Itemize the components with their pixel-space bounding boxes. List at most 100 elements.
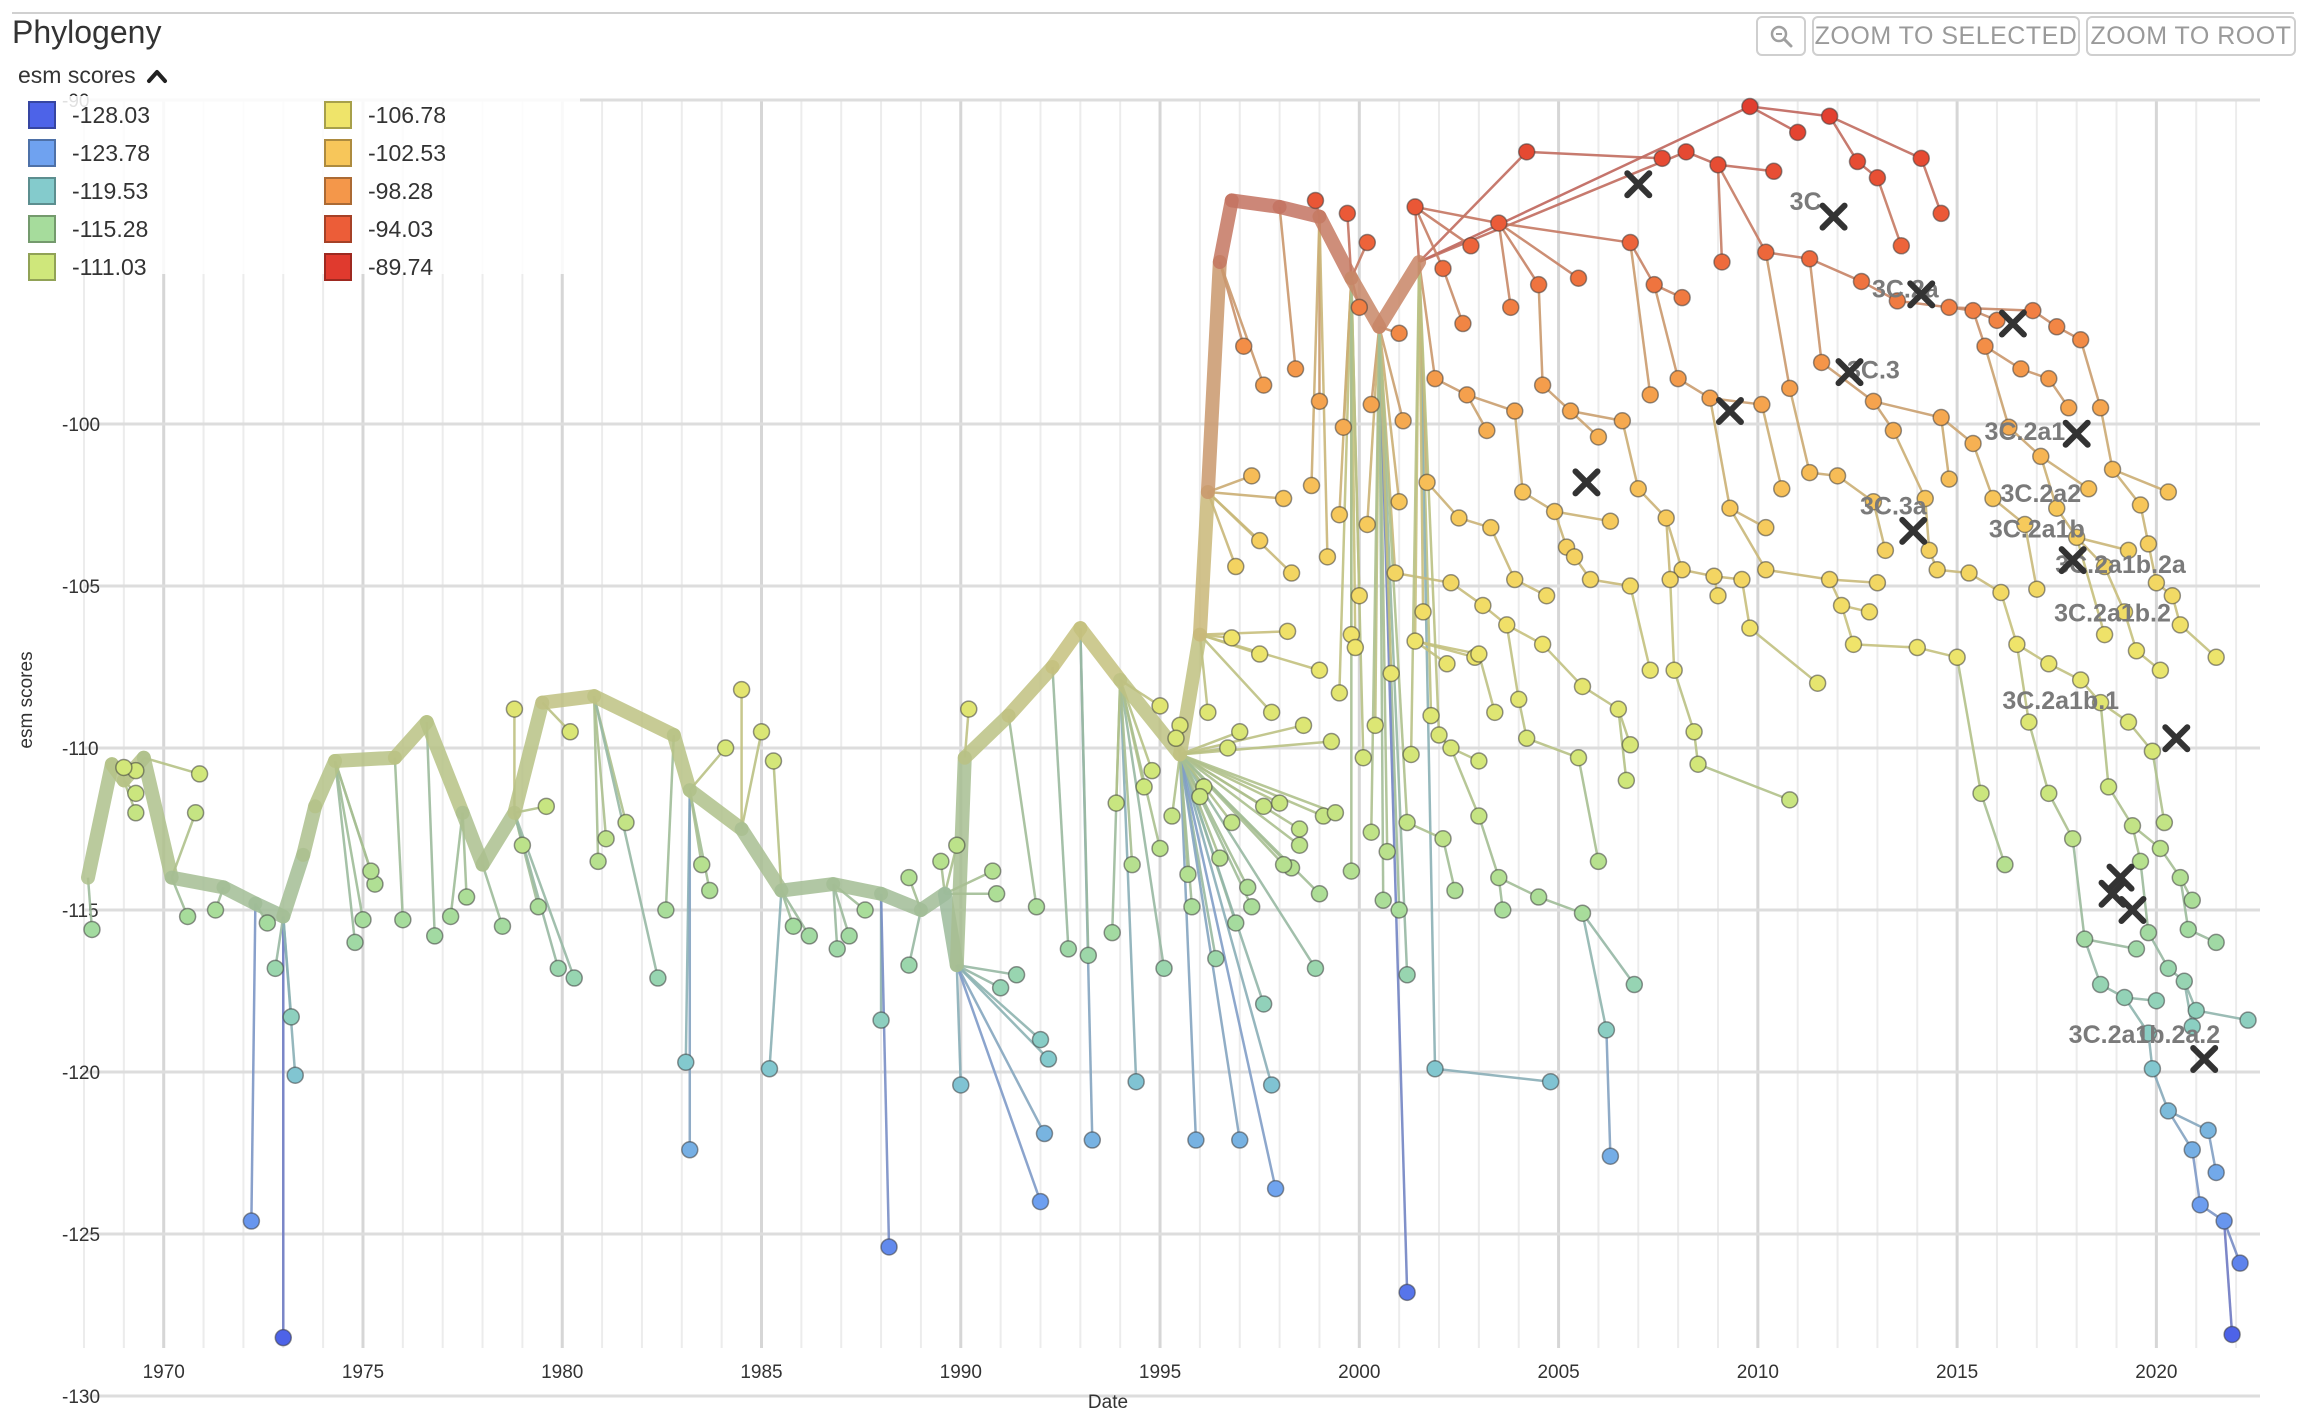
branch <box>1664 517 1672 580</box>
tip-node <box>1286 360 1305 378</box>
tip-node <box>1179 865 1197 884</box>
branch <box>1118 679 1162 849</box>
tip-node <box>2103 460 2122 479</box>
legend-swatch <box>324 177 352 205</box>
branch <box>1409 261 1421 755</box>
tip-node <box>1928 561 1946 579</box>
tip-node <box>362 862 380 880</box>
branch <box>1971 443 1995 499</box>
branch <box>1218 261 1265 386</box>
branch <box>1179 753 1301 847</box>
branch <box>1179 740 1332 756</box>
branch <box>1697 763 1791 802</box>
branch <box>1820 361 1875 403</box>
tip-node <box>2231 1254 2249 1272</box>
tip-node <box>1219 739 1237 757</box>
tip-node <box>1490 868 1508 887</box>
branch <box>1708 397 1732 509</box>
branch <box>1179 730 1241 756</box>
branch <box>1051 666 1070 949</box>
tip-node <box>959 700 978 718</box>
tip-node <box>190 765 209 783</box>
tip-node <box>549 959 568 978</box>
tip-node <box>1916 489 1934 508</box>
branch <box>592 696 600 862</box>
branch <box>1764 252 1791 389</box>
trunk-segment <box>1045 621 1088 674</box>
branch <box>955 964 1042 1041</box>
branch <box>1441 838 1457 891</box>
tip-node <box>1434 259 1452 278</box>
trunk-segment <box>328 750 402 768</box>
x-tick-label: 1990 <box>940 1362 982 1383</box>
tip-node <box>1517 143 1536 161</box>
branch <box>2015 644 2031 723</box>
tip-node <box>1601 512 1620 530</box>
clade-cross-marker <box>2062 419 2091 448</box>
tip-node <box>1569 269 1588 287</box>
branch <box>1653 284 1680 379</box>
cross-stroke <box>1899 516 1928 545</box>
tip-node <box>2123 817 2142 835</box>
zoom-to-selected-button[interactable]: ZOOM TO SELECTED <box>1812 16 2080 56</box>
x-tick-label: 1985 <box>740 1362 782 1383</box>
cross-stroke <box>1715 397 1744 426</box>
branch <box>1417 261 1425 612</box>
legend-item: -106.78 <box>324 101 446 129</box>
tip-node <box>1513 483 1532 501</box>
clade-label: 3C.2a1b <box>1989 515 2085 543</box>
tip-node <box>1290 836 1309 854</box>
page-title: Phylogeny <box>12 14 162 50</box>
branch <box>282 916 297 1076</box>
tip-node <box>186 804 205 822</box>
tip-node <box>2127 940 2146 958</box>
branch <box>1605 1029 1612 1157</box>
tip-node <box>2183 891 2201 910</box>
legend-label: -123.78 <box>72 139 151 166</box>
branch <box>1920 157 1943 214</box>
trunk-segment <box>1001 660 1060 723</box>
tip-node <box>1234 337 1253 355</box>
tip-node <box>1609 700 1628 718</box>
tip-node <box>1852 272 1871 291</box>
branch <box>1414 205 1500 225</box>
branch <box>1829 115 1922 160</box>
branch <box>1178 753 1249 888</box>
zoom-icon-button[interactable] <box>1756 16 1806 56</box>
branch <box>1760 404 1783 490</box>
zoom-to-root-button[interactable]: ZOOM TO ROOT <box>2086 16 2296 56</box>
tip-node <box>2139 923 2158 942</box>
tip-node <box>457 888 476 906</box>
y-tick-label: -130 <box>62 1387 100 1408</box>
legend-label: -111.03 <box>72 253 147 280</box>
tip-node <box>1940 298 1958 317</box>
clade-label: 3C.2a1b.2a.2 <box>2069 1021 2221 1049</box>
tip-node <box>1350 586 1369 605</box>
tip-node <box>1310 661 1329 679</box>
legend-swatch <box>28 139 56 167</box>
tip-node <box>2187 1001 2205 1020</box>
tip-node <box>2199 1121 2217 1140</box>
branch <box>1717 163 1774 173</box>
legend-toggle[interactable]: esm scores <box>18 62 168 89</box>
tip-node <box>1976 337 1994 355</box>
branch <box>1413 206 1445 269</box>
legend-label: -94.03 <box>368 215 434 242</box>
tip-node <box>2163 586 2182 605</box>
tip-node <box>1589 428 1608 446</box>
branch <box>1414 205 1472 247</box>
branch <box>1441 268 1465 324</box>
tip-node <box>2151 839 2170 858</box>
legend-item: -119.53 <box>28 177 148 205</box>
tip-node <box>2147 991 2166 1010</box>
legend-swatch <box>28 253 56 281</box>
tip-node <box>1151 697 1169 715</box>
trunk-segment <box>1224 193 1287 214</box>
tip-node <box>2171 868 2190 887</box>
tip-node <box>1187 1131 1205 1149</box>
tip-node <box>1191 787 1209 806</box>
tip-node <box>657 901 675 919</box>
legend-swatch <box>324 139 352 167</box>
tip-node <box>1390 324 1408 343</box>
